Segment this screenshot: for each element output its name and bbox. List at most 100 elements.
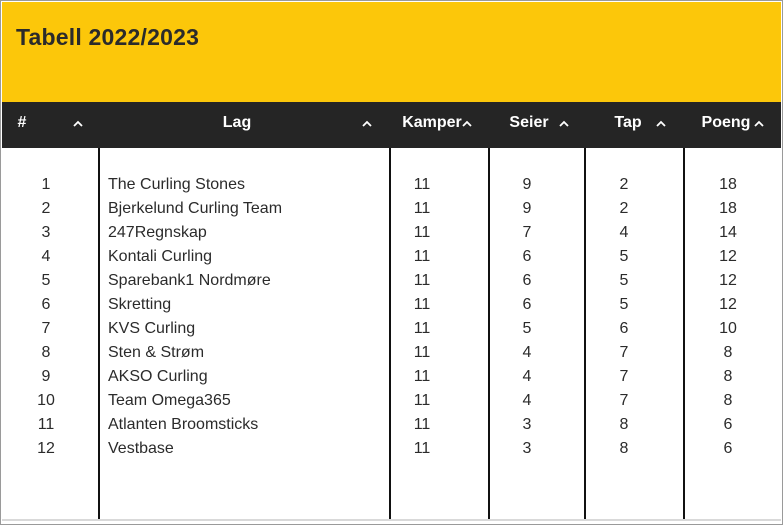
team-name-cell: Bjerkelund Curling Team [108, 200, 283, 217]
column-label: Kamper [402, 114, 462, 131]
team-name-cell: Sten & Strøm [108, 344, 205, 361]
losses-cell: 4 [619, 224, 629, 241]
played-cell: 11 [413, 320, 431, 337]
points-cell: 14 [719, 224, 737, 241]
column-divider [389, 148, 391, 521]
played-cell: 11 [413, 416, 431, 433]
losses-cell: 2 [619, 200, 629, 217]
table-row: 11 Atlanten Broomsticks 11 3 8 6 [2, 414, 781, 438]
points-cell: 6 [723, 416, 733, 433]
table-row: 4 Kontali Curling 11 6 5 12 [2, 246, 781, 270]
wins-cell: 9 [522, 200, 532, 217]
rank-cell: 12 [37, 440, 55, 457]
played-cell: 11 [413, 440, 431, 457]
played-cell: 11 [413, 344, 431, 361]
points-cell: 10 [719, 320, 737, 337]
wins-cell: 7 [522, 224, 532, 241]
rank-cell: 3 [41, 224, 51, 241]
played-cell: 11 [413, 368, 431, 385]
rank-cell: 2 [41, 200, 51, 217]
rank-cell: 1 [41, 176, 51, 193]
points-cell: 8 [723, 368, 733, 385]
played-cell: 11 [413, 296, 431, 313]
team-name-cell: Vestbase [108, 440, 174, 457]
table-row: 3 247Regnskap 11 7 4 14 [2, 222, 781, 246]
played-cell: 11 [413, 392, 431, 409]
column-label: Tap [614, 114, 642, 131]
wins-cell: 3 [522, 440, 532, 457]
played-cell: 11 [413, 248, 431, 265]
team-name-cell: Atlanten Broomsticks [108, 416, 259, 433]
team-name-cell: Kontali Curling [108, 248, 213, 265]
table-row: 1 The Curling Stones 11 9 2 18 [2, 174, 781, 198]
losses-cell: 6 [619, 320, 629, 337]
losses-cell: 7 [619, 392, 629, 409]
column-label: Seier [509, 114, 549, 131]
losses-cell: 5 [619, 248, 629, 265]
team-name-cell: Team Omega365 [108, 392, 231, 409]
rank-cell: 9 [41, 368, 51, 385]
column-header-pos[interactable]: # [2, 102, 84, 148]
column-header-wins[interactable]: Seier [489, 102, 585, 148]
table-row: 10 Team Omega365 11 4 7 8 [2, 390, 781, 414]
chevron-up-icon[interactable] [361, 118, 373, 130]
table-row: 12 Vestbase 11 3 8 6 [2, 438, 781, 462]
title-banner: Tabell 2022/2023 [2, 2, 781, 102]
losses-cell: 2 [619, 176, 629, 193]
points-cell: 12 [719, 272, 737, 289]
chevron-up-icon[interactable] [655, 118, 667, 130]
losses-cell: 5 [619, 296, 629, 313]
rank-cell: 8 [41, 344, 51, 361]
points-cell: 8 [723, 392, 733, 409]
wins-cell: 4 [522, 344, 532, 361]
table-row: 5 Sparebank1 Nordmøre 11 6 5 12 [2, 270, 781, 294]
column-header-team[interactable]: Lag [99, 102, 389, 148]
column-divider [683, 148, 685, 521]
losses-cell: 8 [619, 440, 629, 457]
points-cell: 12 [719, 248, 737, 265]
rank-cell: 11 [37, 416, 55, 433]
table-row: 2 Bjerkelund Curling Team 11 9 2 18 [2, 198, 781, 222]
column-header-played[interactable]: Kamper [391, 102, 487, 148]
team-name-cell: 247Regnskap [108, 224, 207, 241]
team-name-cell: KVS Curling [108, 320, 196, 337]
column-label: # [17, 114, 27, 131]
wins-cell: 6 [522, 248, 532, 265]
points-cell: 6 [723, 440, 733, 457]
chevron-up-icon[interactable] [72, 118, 84, 130]
chevron-up-icon[interactable] [558, 118, 570, 130]
column-divider [584, 148, 586, 521]
played-cell: 11 [413, 200, 431, 217]
rank-cell: 7 [41, 320, 51, 337]
table-bottom-border [2, 519, 781, 521]
column-divider [98, 148, 100, 521]
page-title: Tabell 2022/2023 [16, 24, 200, 50]
wins-cell: 6 [522, 296, 532, 313]
column-label: Poeng [701, 114, 751, 131]
wins-cell: 4 [522, 368, 532, 385]
column-header-losses[interactable]: Tap [587, 102, 683, 148]
rank-cell: 5 [41, 272, 51, 289]
points-cell: 18 [719, 200, 737, 217]
wins-cell: 3 [522, 416, 532, 433]
chevron-up-icon[interactable] [461, 118, 473, 130]
played-cell: 11 [413, 176, 431, 193]
team-name-cell: AKSO Curling [108, 368, 208, 385]
table-row: 8 Sten & Strøm 11 4 7 8 [2, 342, 781, 366]
played-cell: 11 [413, 272, 431, 289]
team-name-cell: Sparebank1 Nordmøre [108, 272, 271, 289]
column-header-points[interactable]: Poeng [685, 102, 781, 148]
team-name-cell: Skretting [108, 296, 172, 313]
points-cell: 12 [719, 296, 737, 313]
table-row: 9 AKSO Curling 11 4 7 8 [2, 366, 781, 390]
table-header: # Lag Kamper Seier Tap Poeng [2, 102, 781, 148]
played-cell: 11 [413, 224, 431, 241]
chevron-up-icon[interactable] [753, 118, 765, 130]
team-name-cell: The Curling Stones [108, 176, 245, 193]
losses-cell: 7 [619, 344, 629, 361]
losses-cell: 7 [619, 368, 629, 385]
rank-cell: 10 [37, 392, 55, 409]
rank-cell: 4 [41, 248, 51, 265]
column-divider [488, 148, 490, 521]
points-cell: 8 [723, 344, 733, 361]
